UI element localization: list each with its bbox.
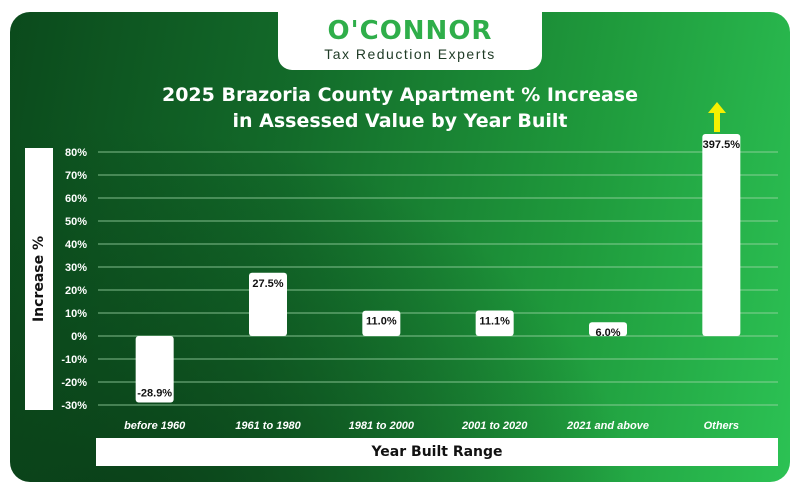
bar — [362, 310, 401, 336]
x-axis-label: Year Built Range — [96, 438, 778, 466]
y-tick-label: 60% — [65, 193, 87, 205]
x-tick-label: 1961 to 1980 — [235, 420, 301, 432]
bar — [702, 134, 741, 336]
x-tick-label: 2021 and above — [566, 420, 649, 432]
data-label: 27.5% — [252, 278, 283, 290]
bar — [475, 310, 514, 336]
chart-title: 2025 Brazoria County Apartment % Increas… — [10, 82, 790, 134]
y-tick-label: 0% — [71, 331, 87, 343]
chart-card: O'CONNOR Tax Reduction Experts 2025 Braz… — [10, 12, 790, 482]
bar — [589, 322, 627, 336]
y-tick-label: 10% — [65, 308, 87, 320]
y-tick-label: 70% — [65, 170, 87, 182]
y-tick-label: 20% — [65, 285, 87, 297]
y-tick-label: -10% — [61, 354, 87, 366]
data-label: 6.0% — [595, 327, 620, 339]
data-label: -28.9% — [137, 387, 172, 399]
y-tick-label: 80% — [65, 147, 87, 159]
y-tick-label: -30% — [61, 400, 87, 412]
chart-title-line1: 2025 Brazoria County Apartment % Increas… — [161, 84, 638, 106]
y-tick-label: -20% — [61, 377, 87, 389]
x-tick-label: 2001 to 2020 — [461, 420, 528, 432]
data-label: 11.0% — [366, 316, 397, 328]
logo-tagline: Tax Reduction Experts — [324, 46, 496, 62]
bar-chart: 80% 70% 60% 50% 40% 30% 20% 10% 0% -10% -20% -30% -2… — [61, 134, 778, 432]
logo: O'CONNOR Tax Reduction Experts — [278, 12, 542, 70]
y-tick-label: 30% — [65, 262, 87, 274]
y-axis-label-box — [25, 148, 53, 410]
x-tick-label: 1981 to 2000 — [349, 420, 415, 432]
x-tick-label: Others — [704, 420, 739, 432]
y-tick-label: 50% — [65, 216, 87, 228]
logo-name: O'CONNOR — [327, 16, 493, 46]
bar — [135, 336, 174, 403]
x-tick-label: before 1960 — [124, 420, 186, 432]
arrow-up-icon — [708, 102, 726, 132]
y-tick-label: 40% — [65, 239, 87, 251]
bar — [249, 272, 287, 336]
chart-title-line2: in Assessed Value by Year Built — [232, 110, 568, 132]
data-label: 397.5% — [703, 139, 741, 151]
data-label: 11.1% — [479, 315, 510, 327]
